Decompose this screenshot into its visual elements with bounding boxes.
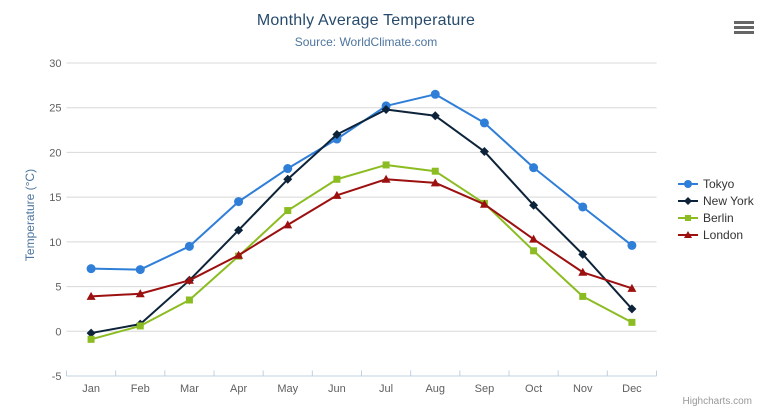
x-axis-tick-label: Jul	[379, 383, 393, 395]
legend-marker-triangle-icon	[678, 230, 698, 238]
data-point-berlin-feb[interactable]	[136, 322, 144, 330]
data-point-tokyo-sep[interactable]	[479, 118, 489, 128]
data-point-berlin-may[interactable]	[284, 207, 292, 215]
y-axis-title: Temperature (°C)	[23, 168, 37, 262]
legend-item-new-york[interactable]: New York	[678, 192, 754, 209]
data-point-london-aug[interactable]	[430, 178, 440, 187]
hamburger-icon	[734, 31, 754, 34]
x-axis-tick-label: Feb	[131, 383, 150, 395]
data-point-tokyo-dec[interactable]	[627, 240, 637, 250]
x-axis-tick-label: Dec	[622, 383, 642, 395]
data-point-london-may[interactable]	[283, 220, 293, 229]
legend-label: New York	[703, 193, 754, 208]
legend: Tokyo New York Berlin London	[678, 175, 754, 243]
y-axis-tick-label: 25	[49, 103, 61, 115]
data-point-berlin-aug[interactable]	[431, 167, 439, 175]
x-axis-tick-label: Nov	[573, 383, 593, 395]
series-london	[86, 174, 637, 300]
data-point-london-nov[interactable]	[578, 267, 588, 276]
series-line-berlin	[90, 163, 633, 341]
data-point-tokyo-mar[interactable]	[184, 241, 194, 251]
hamburger-icon	[734, 26, 754, 29]
x-axis-tick-label: Oct	[525, 383, 542, 395]
legend-label: London	[703, 227, 744, 242]
data-point-new-york-apr[interactable]	[234, 225, 244, 235]
data-point-london-mar[interactable]	[184, 275, 194, 284]
legend-item-berlin[interactable]: Berlin	[678, 209, 754, 226]
series-tokyo	[86, 89, 637, 275]
legend-marker-shape	[684, 230, 692, 238]
data-point-london-jan[interactable]	[86, 291, 96, 300]
data-point-berlin-jul[interactable]	[382, 161, 390, 169]
data-point-london-jul[interactable]	[381, 174, 391, 183]
data-point-london-apr[interactable]	[234, 250, 244, 259]
data-point-new-york-nov[interactable]	[578, 249, 588, 259]
data-point-berlin-jan[interactable]	[87, 335, 95, 343]
data-point-tokyo-nov[interactable]	[578, 202, 588, 212]
y-axis-tick-label: -5	[52, 371, 62, 383]
data-point-new-york-jan[interactable]	[86, 328, 96, 338]
data-point-london-feb[interactable]	[135, 289, 145, 298]
y-axis-tick-label: 30	[49, 58, 61, 70]
data-point-berlin-mar[interactable]	[185, 296, 193, 304]
data-point-berlin-oct[interactable]	[530, 247, 538, 255]
legend-marker-shape	[684, 196, 692, 205]
data-point-london-dec[interactable]	[627, 283, 637, 292]
data-point-new-york-jul[interactable]	[381, 105, 391, 115]
x-axis-tick-label: Apr	[230, 383, 247, 395]
data-point-new-york-dec[interactable]	[627, 304, 637, 314]
x-axis-tick-label: May	[277, 383, 298, 395]
y-axis-tick-label: 20	[49, 147, 61, 159]
legend-marker-shape	[685, 214, 691, 221]
chart-subtitle: Source: WorldClimate.com	[294, 35, 438, 49]
x-axis-tick-label: Aug	[425, 383, 445, 395]
data-point-london-sep[interactable]	[479, 199, 489, 208]
x-axis-tick-label: Jun	[328, 383, 346, 395]
data-point-tokyo-feb[interactable]	[135, 265, 145, 275]
y-axis-tick-label: 10	[49, 237, 61, 249]
data-point-tokyo-apr[interactable]	[234, 197, 244, 207]
x-axis-tick-label: Jan	[82, 383, 100, 395]
data-point-berlin-dec[interactable]	[628, 318, 636, 326]
data-point-new-york-oct[interactable]	[529, 200, 539, 210]
series-line-london	[90, 178, 633, 298]
legend-item-london[interactable]: London	[678, 226, 754, 243]
legend-marker-diamond-icon	[678, 196, 698, 205]
series-line-tokyo	[90, 93, 633, 271]
hamburger-icon	[734, 21, 754, 24]
data-point-london-jun[interactable]	[332, 190, 342, 199]
chart-title: Monthly Average Temperature	[256, 12, 476, 29]
data-point-new-york-may[interactable]	[283, 174, 293, 184]
legend-marker-circle-icon	[678, 179, 698, 188]
data-point-new-york-jun[interactable]	[332, 130, 342, 140]
highcharts-credit-link[interactable]: Highcharts.com	[682, 396, 752, 407]
y-axis-tick-label: 5	[55, 282, 61, 294]
y-axis-tick-label: 0	[55, 326, 61, 338]
data-point-tokyo-aug[interactable]	[430, 89, 440, 99]
legend-item-tokyo[interactable]: Tokyo	[678, 175, 754, 192]
data-point-tokyo-oct[interactable]	[529, 163, 539, 173]
data-point-berlin-nov[interactable]	[579, 292, 587, 300]
y-axis-tick-label: 15	[49, 192, 61, 204]
legend-marker-square-icon	[678, 214, 698, 221]
x-axis-tick-label: Sep	[475, 383, 495, 395]
x-axis-tick-label: Mar	[180, 383, 199, 395]
legend-marker-shape	[684, 179, 692, 188]
legend-label: Tokyo	[703, 176, 735, 191]
series-line-new-york	[90, 108, 633, 335]
data-point-new-york-aug[interactable]	[430, 111, 440, 121]
series-new-york	[86, 105, 637, 338]
data-point-london-oct[interactable]	[529, 234, 539, 243]
data-point-new-york-sep[interactable]	[479, 147, 489, 157]
legend-label: Berlin	[703, 210, 734, 225]
data-point-tokyo-jan[interactable]	[86, 264, 96, 274]
data-point-tokyo-may[interactable]	[283, 164, 293, 174]
data-point-berlin-jun[interactable]	[333, 175, 341, 183]
chart-context-menu-button[interactable]	[734, 21, 754, 34]
